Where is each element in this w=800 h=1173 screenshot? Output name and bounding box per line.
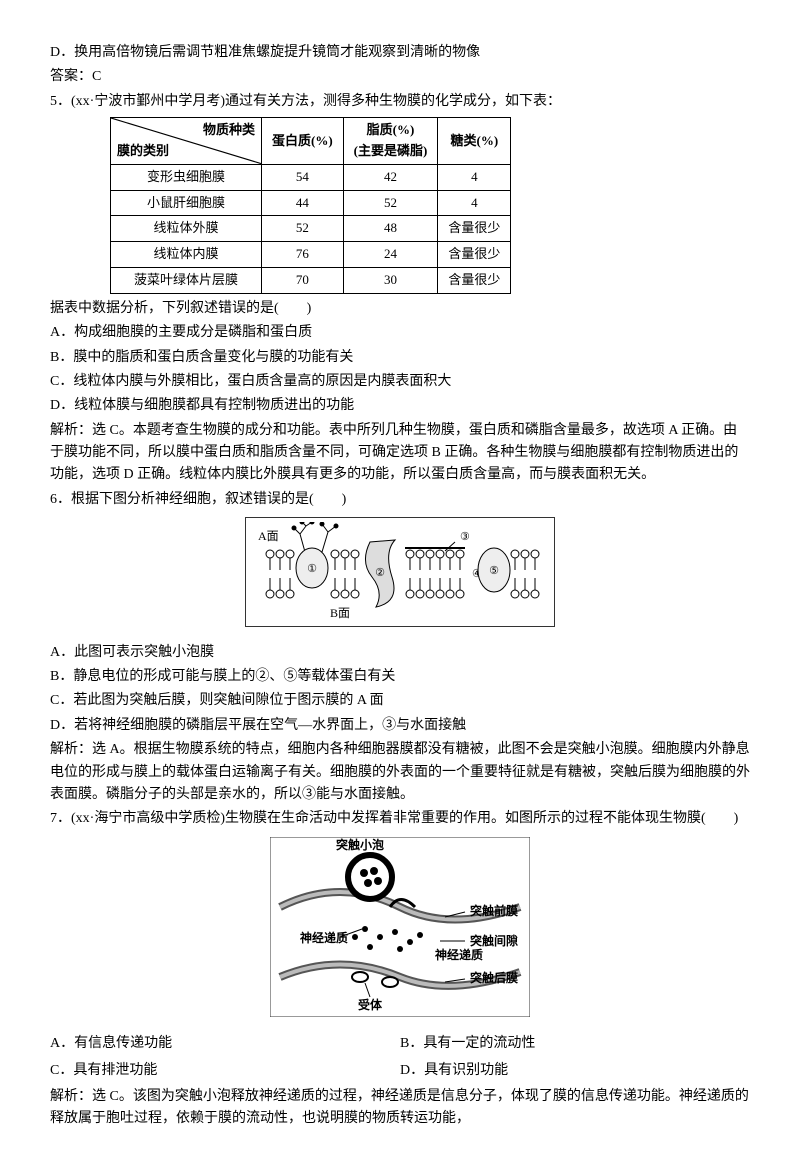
cell: 24	[343, 242, 438, 268]
cell: 含量很少	[438, 267, 511, 293]
q5-opt-c: C．线粒体内膜与外膜相比，蛋白质含量高的原因是内膜表面积大	[50, 371, 750, 393]
diag-bot: 膜的类别	[117, 141, 169, 162]
label-vesicle: 突触小泡	[336, 837, 384, 852]
label-b-face: B面	[330, 606, 350, 620]
q5-stem: 5．(xx·宁波市鄞州中学月考)通过有关方法，测得多种生物膜的化学成分，如下表：	[50, 91, 750, 113]
label-1: ①	[307, 563, 317, 575]
q4-opt-d: D．换用高倍物镜后需调节粗准焦螺旋提升镜筒才能观察到清晰的物像	[50, 42, 750, 64]
label-5: ⑤	[489, 565, 499, 577]
q5-explanation: 解析：选 C。本题考查生物膜的成分和功能。表中所列几种生物膜，蛋白质和磷脂含量最…	[50, 420, 750, 487]
cell: 76	[262, 242, 344, 268]
cell: 48	[343, 216, 438, 242]
q5-table-diag-header: 物质种类 膜的类别	[111, 118, 262, 165]
q6-stem: 6．根据下图分析神经细胞，叙述错误的是( )	[50, 489, 750, 511]
cell: 含量很少	[438, 216, 511, 242]
q5-col-protein: 蛋白质(%)	[262, 118, 344, 165]
cell: 42	[343, 164, 438, 190]
cell: 菠菜叶绿体片层膜	[111, 267, 262, 293]
q5-col-lipid: 脂质(%) (主要是磷脂)	[343, 118, 438, 165]
label-cleft: 突触间隙	[470, 933, 518, 948]
q6-opt-c: C．若此图为突触后膜，则突触间隙位于图示膜的 A 面	[50, 690, 750, 712]
q7-opt-d: D．具有识别功能	[400, 1060, 750, 1082]
q6-opt-b: B．静息电位的形成可能与膜上的②、⑤等载体蛋白有关	[50, 666, 750, 688]
q7-explanation: 解析：选 C。该图为突触小泡释放神经递质的过程，神经递质是信息分子，体现了膜的信…	[50, 1086, 750, 1131]
q6-opt-d: D．若将神经细胞膜的磷脂层平展在空气—水界面上，③与水面接触	[50, 715, 750, 737]
cell: 30	[343, 267, 438, 293]
table-row: 线粒体内膜 76 24 含量很少	[111, 242, 511, 268]
table-row: 线粒体外膜 52 48 含量很少	[111, 216, 511, 242]
q7-opt-c: C．具有排泄功能	[50, 1060, 400, 1082]
label-3: ③	[460, 531, 470, 543]
cell: 变形虫细胞膜	[111, 164, 262, 190]
cell: 70	[262, 267, 344, 293]
q6-explanation: 解析：选 A。根据生物膜系统的特点，细胞内各种细胞器膜都没有糖被，此图不会是突触…	[50, 739, 750, 806]
q7-opt-a: A．有信息传递功能	[50, 1033, 400, 1055]
table-row: 菠菜叶绿体片层膜 70 30 含量很少	[111, 267, 511, 293]
q5-opt-a: A．构成细胞膜的主要成分是磷脂和蛋白质	[50, 322, 750, 344]
cell: 线粒体外膜	[111, 216, 262, 242]
label-2: ②	[375, 567, 385, 579]
q5-opt-b: B．膜中的脂质和蛋白质含量变化与膜的功能有关	[50, 347, 750, 369]
label-post: 突触后膜	[470, 970, 518, 985]
label-pre: 突触前膜	[470, 903, 518, 918]
cell: 4	[438, 164, 511, 190]
q7-stem: 7．(xx·海宁市高级中学质检)生物膜在生命活动中发挥着非常重要的作用。如图所示…	[50, 808, 750, 830]
table-row: 小鼠肝细胞膜 44 52 4	[111, 190, 511, 216]
cell: 小鼠肝细胞膜	[111, 190, 262, 216]
label-nt-left: 神经递质	[300, 930, 348, 945]
cell: 含量很少	[438, 242, 511, 268]
q5-lead: 据表中数据分析，下列叙述错误的是( )	[50, 298, 750, 320]
cell: 线粒体内膜	[111, 242, 262, 268]
q5-opt-d: D．线粒体膜与细胞膜都具有控制物质进出的功能	[50, 395, 750, 417]
table-row: 变形虫细胞膜 54 42 4	[111, 164, 511, 190]
diag-top: 物质种类	[203, 120, 255, 141]
q4-answer: 答案：C	[50, 66, 750, 88]
cell: 52	[262, 216, 344, 242]
cell: 54	[262, 164, 344, 190]
q6-opt-a: A．此图可表示突触小泡膜	[50, 642, 750, 664]
cell: 52	[343, 190, 438, 216]
label-nt-right: 神经递质	[435, 947, 483, 962]
cell: 4	[438, 190, 511, 216]
label-a-face: A面	[258, 529, 279, 543]
q7-opt-b: B．具有一定的流动性	[400, 1033, 750, 1055]
cell: 44	[262, 190, 344, 216]
label-receptor: 受体	[358, 997, 383, 1012]
q7-figure: 突触小泡 神经递质 受体 突触前膜 突触间隙 神经递质 突触后膜	[50, 837, 750, 1025]
q5-col-sugar: 糖类(%)	[438, 118, 511, 165]
q6-figure: A面 B面	[50, 517, 750, 635]
q5-table: 物质种类 膜的类别 蛋白质(%) 脂质(%) (主要是磷脂) 糖类(%) 变形虫…	[110, 117, 511, 294]
